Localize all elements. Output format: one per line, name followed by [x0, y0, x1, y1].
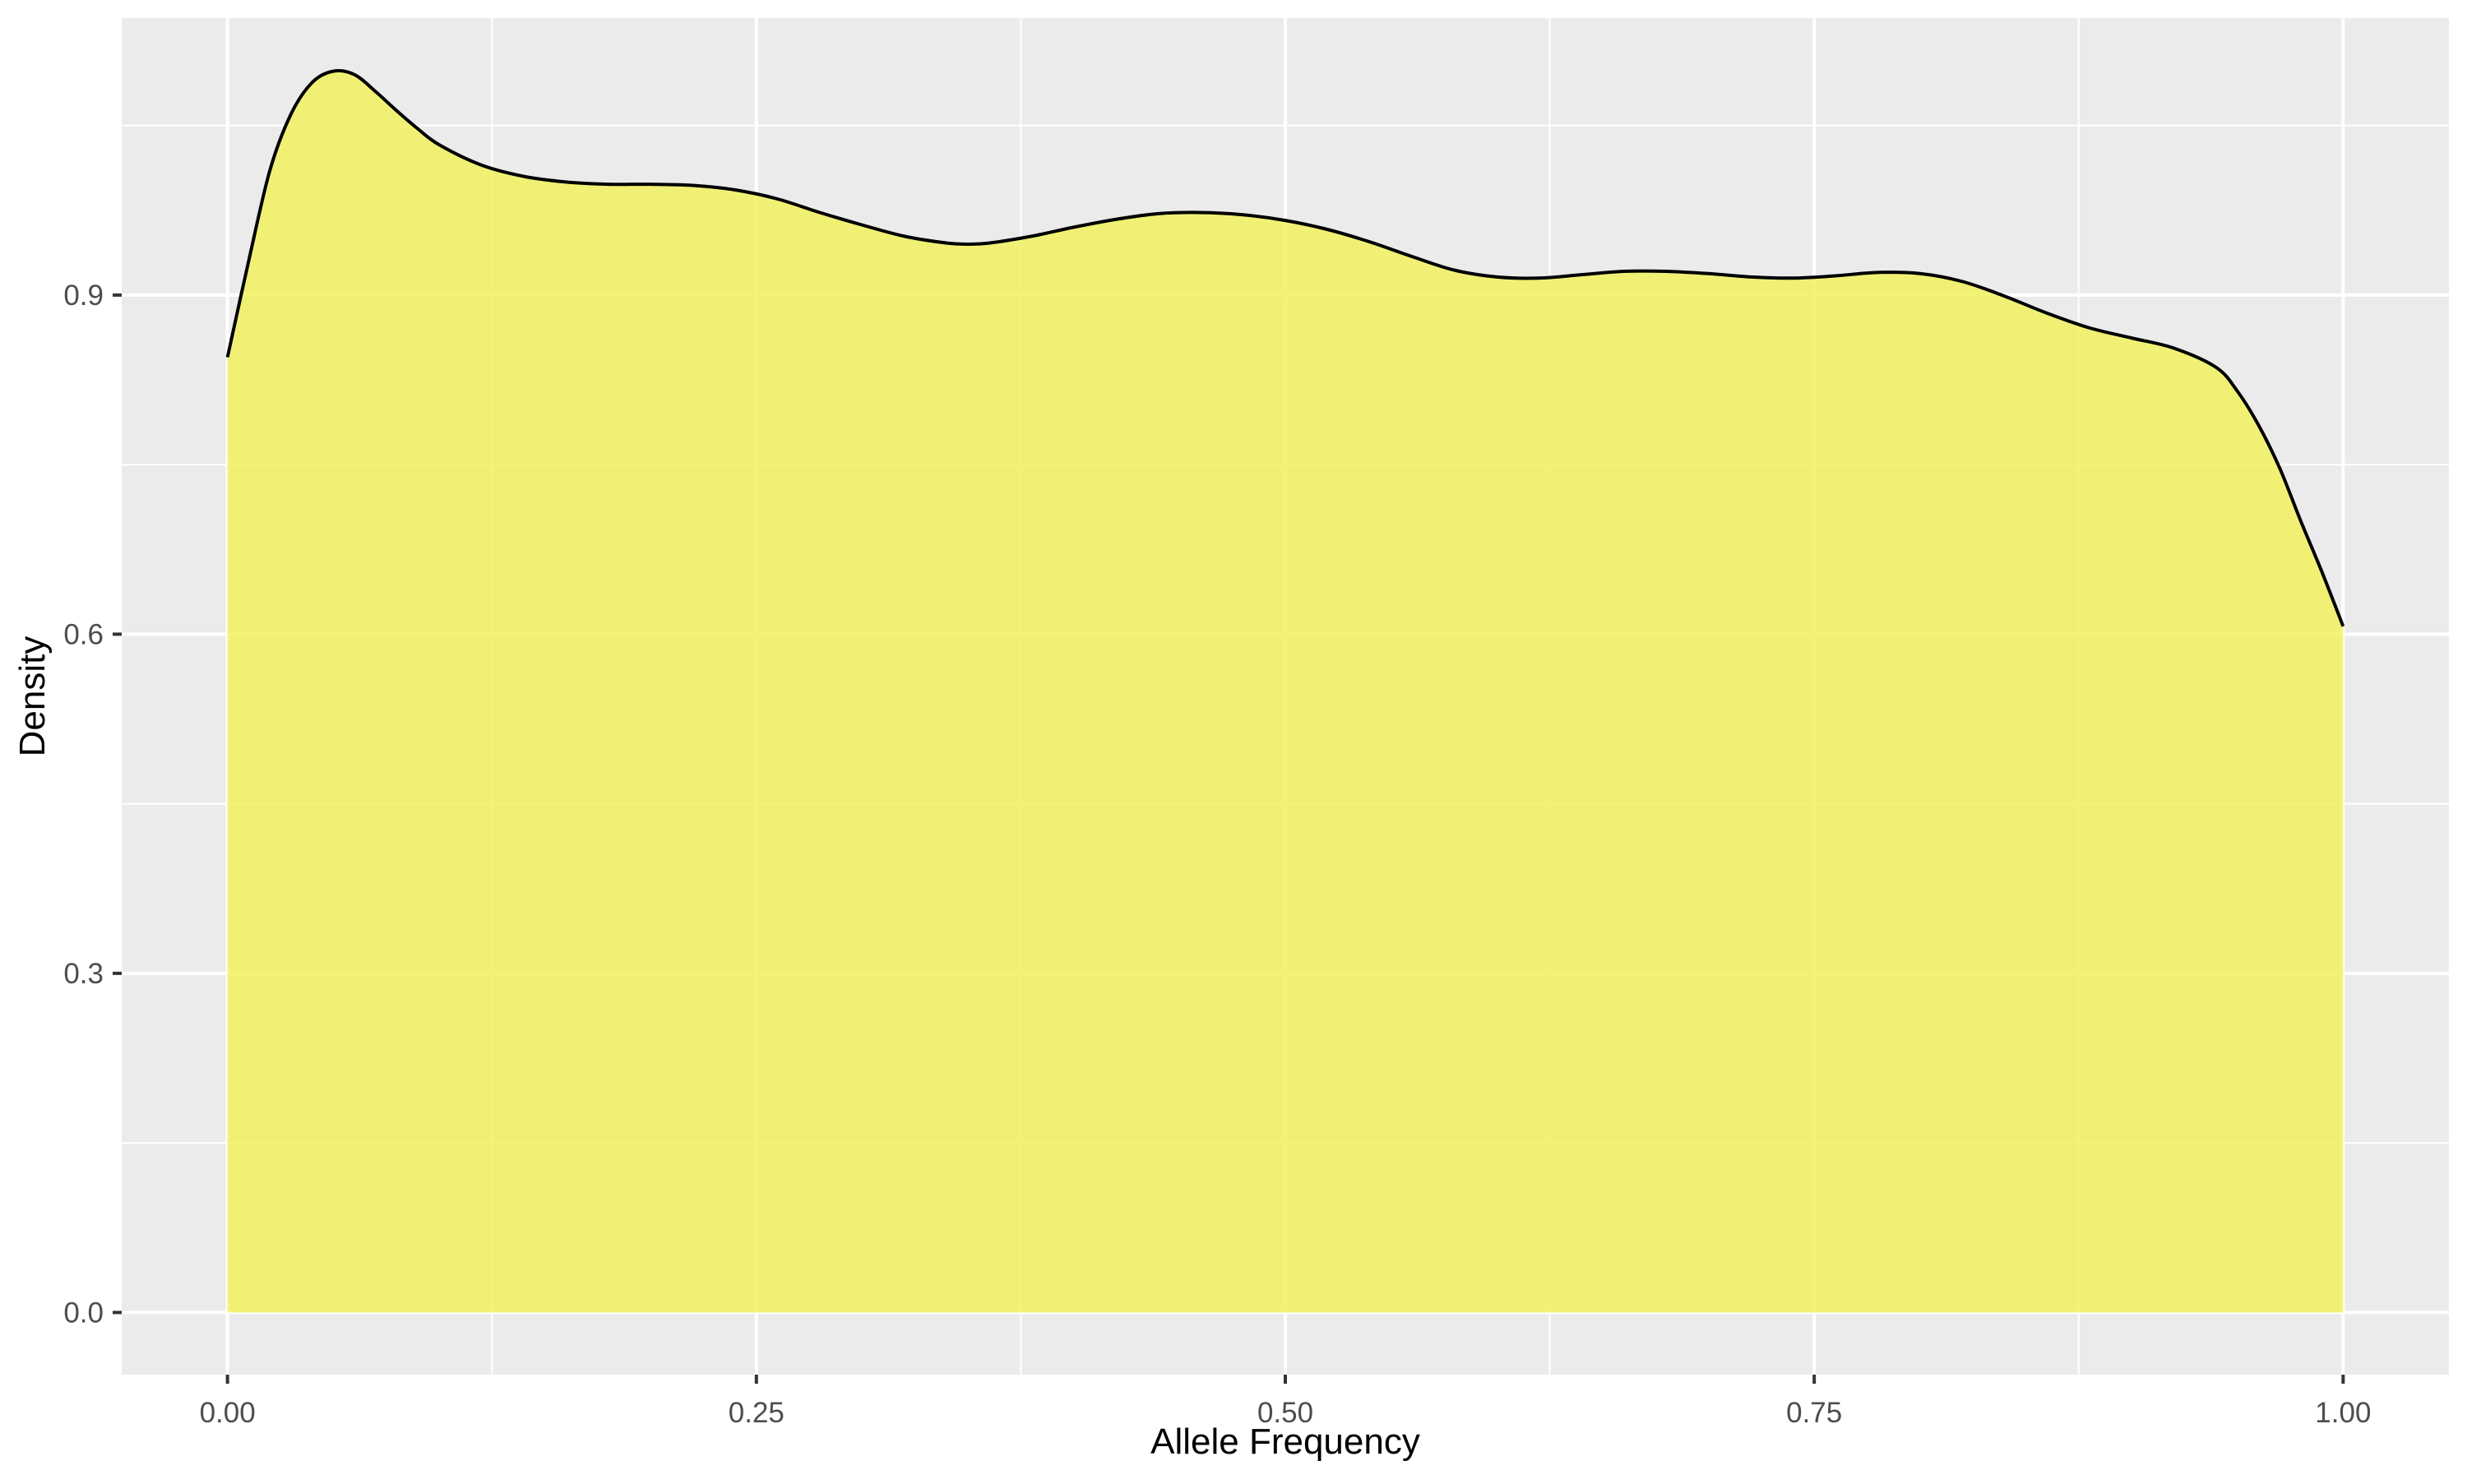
x-axis: 0.00 0.25 0.50 0.75 1.00	[200, 1375, 2371, 1429]
y-axis: 0.0 0.3 0.6 0.9	[63, 280, 122, 1329]
density-line	[225, 69, 2345, 627]
y-tick-label: 0.6	[63, 618, 104, 650]
x-tick-label: 0.50	[1257, 1397, 1313, 1429]
series-layer	[225, 69, 2345, 1313]
y-axis-title: Density	[12, 636, 53, 757]
x-axis-title: Allele Frequency	[1150, 1422, 1420, 1462]
x-tick-label: 0.00	[200, 1397, 256, 1429]
density-area	[227, 71, 2344, 1313]
y-tick-label: 0.9	[63, 280, 104, 312]
x-tick-label: 0.75	[1786, 1397, 1842, 1429]
y-tick-label: 0.3	[63, 958, 104, 990]
x-tick-label: 1.00	[2315, 1397, 2371, 1429]
x-tick-label: 0.25	[729, 1397, 785, 1429]
y-tick-label: 0.0	[63, 1297, 104, 1329]
